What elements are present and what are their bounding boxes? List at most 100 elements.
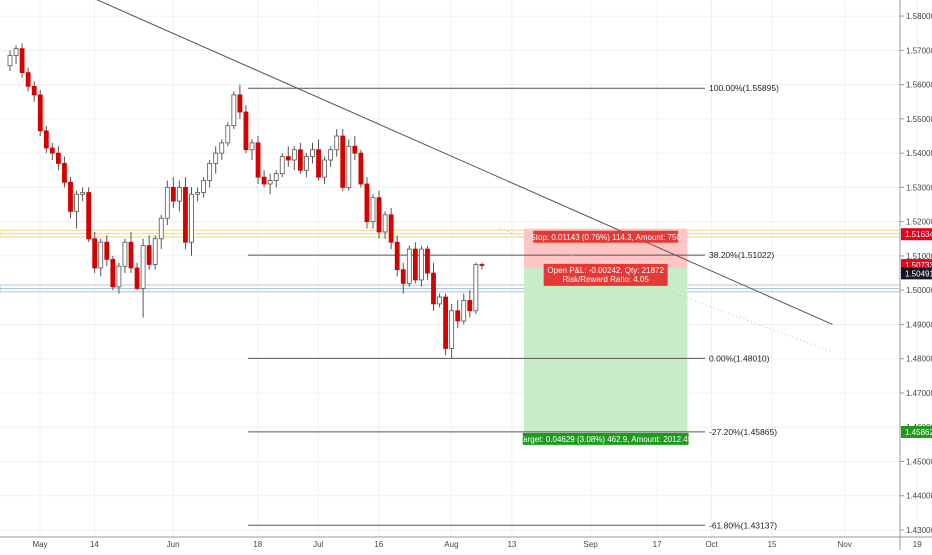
fib-level-label: 38.20%(1.51022)	[709, 250, 774, 260]
candle-body	[340, 135, 346, 188]
candle-body	[297, 149, 303, 171]
candle-body	[243, 111, 249, 151]
candle-body	[400, 269, 406, 284]
candle-body	[225, 125, 231, 144]
candle-body	[388, 214, 394, 243]
long-position-tool[interactable]	[524, 228, 688, 432]
candle-body	[394, 241, 400, 271]
candle-body	[443, 296, 449, 349]
candle-body	[370, 197, 376, 223]
price-tick-label: 1.43000	[906, 526, 932, 535]
fibonacci-levels[interactable]: 100.00%(1.55895) 38.20%(1.51022) 0.00%(1.4…	[248, 83, 779, 530]
candle-body	[437, 296, 442, 305]
candle-body	[267, 180, 273, 185]
candle-body	[80, 192, 85, 195]
price-badge	[901, 267, 932, 280]
target-label-box	[522, 432, 689, 445]
time-tick-label: 19	[913, 540, 922, 549]
trend-lines[interactable]	[10, 0, 833, 353]
price-tick-label: 1.45000	[906, 457, 932, 466]
candle-body	[418, 248, 424, 281]
candle-body	[207, 163, 213, 181]
candle-body	[467, 300, 473, 312]
candle-body	[231, 94, 237, 127]
price-tick-label: 1.58000	[906, 12, 932, 21]
candle-body	[273, 173, 279, 181]
candle-body	[425, 248, 430, 274]
fib-level-label: -27.20%(1.45865)	[709, 427, 777, 437]
candle-body	[328, 149, 334, 161]
time-tick-label: 13	[507, 540, 516, 549]
price-tick-label: 1.55000	[906, 115, 932, 124]
target-label: Target: 0.04629 (3.08%) 462.9, Amount: 2…	[519, 435, 693, 444]
candle-body	[195, 192, 200, 195]
trendline[interactable]	[10, 0, 833, 325]
time-tick-label: 18	[253, 540, 262, 549]
candle-body	[237, 94, 243, 113]
grid	[0, 0, 918, 537]
pnl-box	[543, 263, 668, 286]
candle-body	[455, 310, 461, 322]
price-tick-label: 1.52000	[906, 218, 932, 227]
candle-body	[146, 245, 152, 265]
candle-body	[140, 245, 146, 289]
candle-body	[92, 238, 98, 269]
target-zone[interactable]	[524, 267, 688, 432]
candle-body	[104, 241, 110, 260]
fib-level-label: 0.00%(1.48010)	[709, 353, 770, 363]
fib-level-label: -61.80%(1.43137)	[709, 520, 777, 530]
price-tick-label: 1.50000	[906, 286, 932, 295]
time-tick-label: Nov	[838, 540, 852, 549]
candle-body	[189, 193, 194, 243]
price-tick-label: 1.56000	[906, 81, 932, 90]
candle-body	[43, 130, 49, 149]
price-badge	[901, 228, 932, 241]
time-tick-label: 16	[374, 540, 383, 549]
price-tick-label: 1.44000	[906, 492, 932, 501]
time-tick-label: Oct	[705, 540, 718, 549]
time-tick-label: Sep	[583, 540, 598, 549]
candle-body	[74, 193, 79, 212]
candle-body	[352, 145, 358, 154]
candle-body	[62, 163, 67, 183]
fib-level-label: 100.00%(1.55895)	[709, 83, 779, 93]
candle-body	[49, 147, 55, 154]
price-tick-label: 1.53000	[906, 183, 932, 192]
candle-body	[31, 85, 37, 96]
price-badge-label: 1.50733	[905, 261, 932, 270]
price-tick-label: 1.51000	[906, 252, 932, 261]
candle-body	[158, 217, 164, 240]
time-tick-label: 14	[90, 540, 99, 549]
price-badge-label: 1.51634	[905, 230, 932, 239]
candle-body	[255, 142, 261, 178]
candle-body	[285, 156, 291, 161]
candle-body	[86, 192, 92, 240]
pnl-label: Open P&L: -0.00242, Qty: 21872	[547, 266, 664, 275]
candle-body	[98, 241, 104, 269]
candle-body	[183, 186, 188, 243]
candle-body	[25, 72, 31, 87]
candle-body	[134, 267, 140, 289]
candle-body	[176, 186, 182, 202]
stop-label: Stop: 0.01143 (0.76%) 114.3, Amount: 750	[530, 233, 681, 242]
candle-body	[128, 241, 134, 269]
time-axis[interactable]: May14Jun18Jul16Aug13Sep17Oct15Nov19Dec	[0, 536, 932, 549]
time-tick-label: Aug	[444, 540, 458, 549]
candle-body	[213, 152, 219, 164]
time-tick-label: 17	[653, 540, 662, 549]
candle-body	[334, 135, 340, 151]
candlestick-series	[7, 43, 485, 359]
price-axis[interactable]: 1.58000 1.57000 1.56000 1.55000 1.54000 1.530…	[899, 0, 932, 550]
candle-body	[261, 176, 267, 185]
candle-body	[382, 214, 388, 233]
candle-body	[449, 310, 455, 349]
price-tick-label: 1.47000	[906, 389, 932, 398]
price-tick-label: 1.57000	[906, 46, 932, 55]
candle-body	[316, 149, 321, 178]
candle-body	[249, 142, 255, 151]
candle-body	[219, 142, 225, 154]
candle-body	[479, 264, 485, 266]
time-tick-label: Jul	[313, 540, 323, 549]
